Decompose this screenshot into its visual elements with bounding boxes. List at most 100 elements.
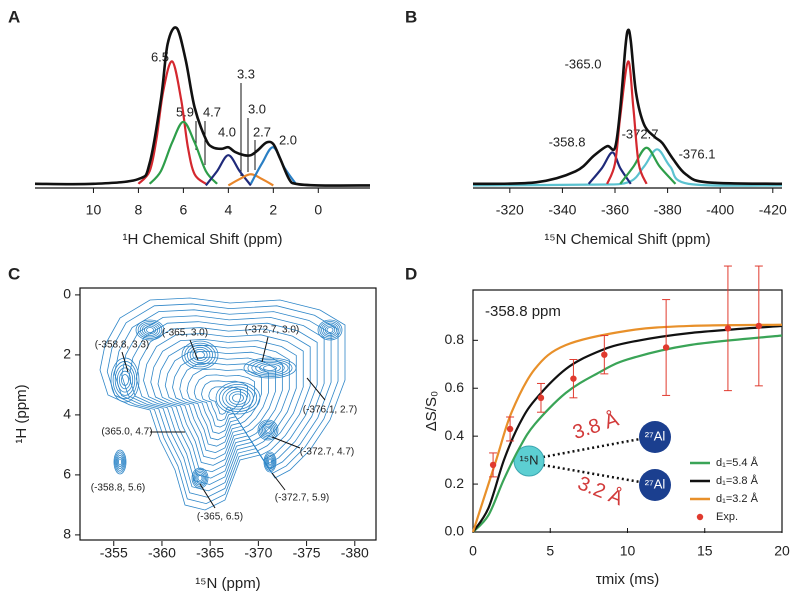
contour-line <box>192 348 208 361</box>
contour-line <box>135 327 311 479</box>
contour-line <box>326 327 334 333</box>
x-tick-label: -355 <box>100 545 128 561</box>
contour-line <box>192 469 208 487</box>
y-tick-label: 0.0 <box>445 523 465 539</box>
x-tick-label: -320 <box>496 202 524 218</box>
atom-n <box>513 445 545 477</box>
annotation: 3.2 Å <box>574 471 627 510</box>
bond <box>542 463 641 484</box>
data-point <box>537 394 545 402</box>
annotation: (-365, 6.5) <box>197 512 243 523</box>
contour-line <box>265 454 275 470</box>
annotation-pointer <box>189 339 199 361</box>
contour-line <box>263 425 273 435</box>
x-tick-label: -360 <box>148 545 176 561</box>
contour-line <box>186 368 262 434</box>
contour-line <box>263 365 277 371</box>
x-tick-label: 5 <box>546 543 554 559</box>
legend-label: d₁=5.4 Å <box>716 456 759 469</box>
contour-line <box>191 467 209 489</box>
contour-plot <box>99 297 346 511</box>
contour-line <box>197 475 203 481</box>
contour-line <box>257 419 279 441</box>
series-line <box>606 60 648 185</box>
contour-line <box>172 356 276 447</box>
contour-line <box>157 344 290 460</box>
y-tick-label: 0.2 <box>445 475 465 491</box>
series-line <box>472 324 783 533</box>
contour-line <box>128 321 318 485</box>
data-point <box>506 425 514 433</box>
annotation: (-372.7, 5.9) <box>275 493 329 504</box>
annotation-pointer <box>261 336 269 363</box>
annotation: 4.0 <box>218 124 236 139</box>
contour-line <box>195 472 205 484</box>
plot-frame <box>79 287 377 541</box>
annotation: (-376.1, 2.7) <box>303 405 357 416</box>
contour-line <box>215 381 261 415</box>
series-line <box>587 151 632 185</box>
x-tick-label: -365 <box>196 545 224 561</box>
x-tick-label: 10 <box>620 543 636 559</box>
contour-line <box>110 357 140 403</box>
x-tick-label: 0 <box>314 202 322 218</box>
x-tick-label: -380 <box>341 545 369 561</box>
contour-line <box>139 322 161 338</box>
contour-line <box>218 383 258 412</box>
contour-line <box>265 427 271 433</box>
contour-line <box>184 342 216 368</box>
x-tick-label: 0 <box>469 543 477 559</box>
series-line <box>227 173 274 187</box>
contour-line <box>164 350 283 454</box>
legend-label: d₁=3.8 Å <box>716 474 759 487</box>
panel-letter: B <box>405 7 417 26</box>
contour-line <box>208 386 242 415</box>
contour-line <box>322 324 337 336</box>
contour-line <box>143 333 304 473</box>
x-tick-label: 15 <box>697 543 713 559</box>
panel-letter: D <box>405 264 417 283</box>
x-axis-label: τmix (ms) <box>596 571 659 588</box>
y-axis-label: ΔS/S₀ <box>423 391 440 431</box>
x-tick-label: -340 <box>548 202 576 218</box>
chart-title: -358.8 ppm <box>485 303 561 320</box>
annotation: (-358.8, 3.3) <box>95 340 149 351</box>
data-point <box>601 351 608 358</box>
x-tick-label: -370 <box>244 545 272 561</box>
contour-line <box>113 449 127 475</box>
contour-line <box>146 327 154 333</box>
panel-letter: C <box>8 264 20 283</box>
x-axis-label: ¹H Chemical Shift (ppm) <box>122 231 282 248</box>
annotation: 2.0 <box>279 132 297 147</box>
annotation-pointer <box>271 436 301 449</box>
series-line <box>249 146 297 185</box>
legend-label: Exp. <box>716 511 738 523</box>
x-tick-label: 2 <box>269 202 277 218</box>
contour-line <box>114 451 126 473</box>
annotation: 3.0 <box>248 101 266 116</box>
annotation: ²⁷Al <box>645 476 666 491</box>
contour-line <box>196 473 204 483</box>
legend-marker <box>696 513 704 521</box>
contour-line <box>243 357 297 379</box>
contour-line <box>317 319 343 341</box>
contour-line <box>189 346 211 364</box>
x-tick-label: 8 <box>135 202 143 218</box>
atom-al <box>639 421 671 453</box>
contour-line <box>266 456 274 468</box>
annotation: (-372.7, 3.0) <box>245 325 299 336</box>
panel-letter: A <box>8 7 20 26</box>
bond <box>542 437 641 459</box>
atom-al <box>639 469 671 501</box>
x-axis-label: ¹⁵N Chemical Shift (ppm) <box>544 231 710 248</box>
contour-line <box>193 374 255 428</box>
x-tick-label: -400 <box>706 202 734 218</box>
x-tick-label: 20 <box>774 543 790 559</box>
contour-line <box>193 470 206 486</box>
data-point <box>755 322 763 330</box>
contour-line <box>260 422 276 438</box>
y-tick-label: 8 <box>63 526 71 542</box>
legend-label: d₁=3.2 Å <box>716 492 759 505</box>
contour-line <box>259 421 277 439</box>
